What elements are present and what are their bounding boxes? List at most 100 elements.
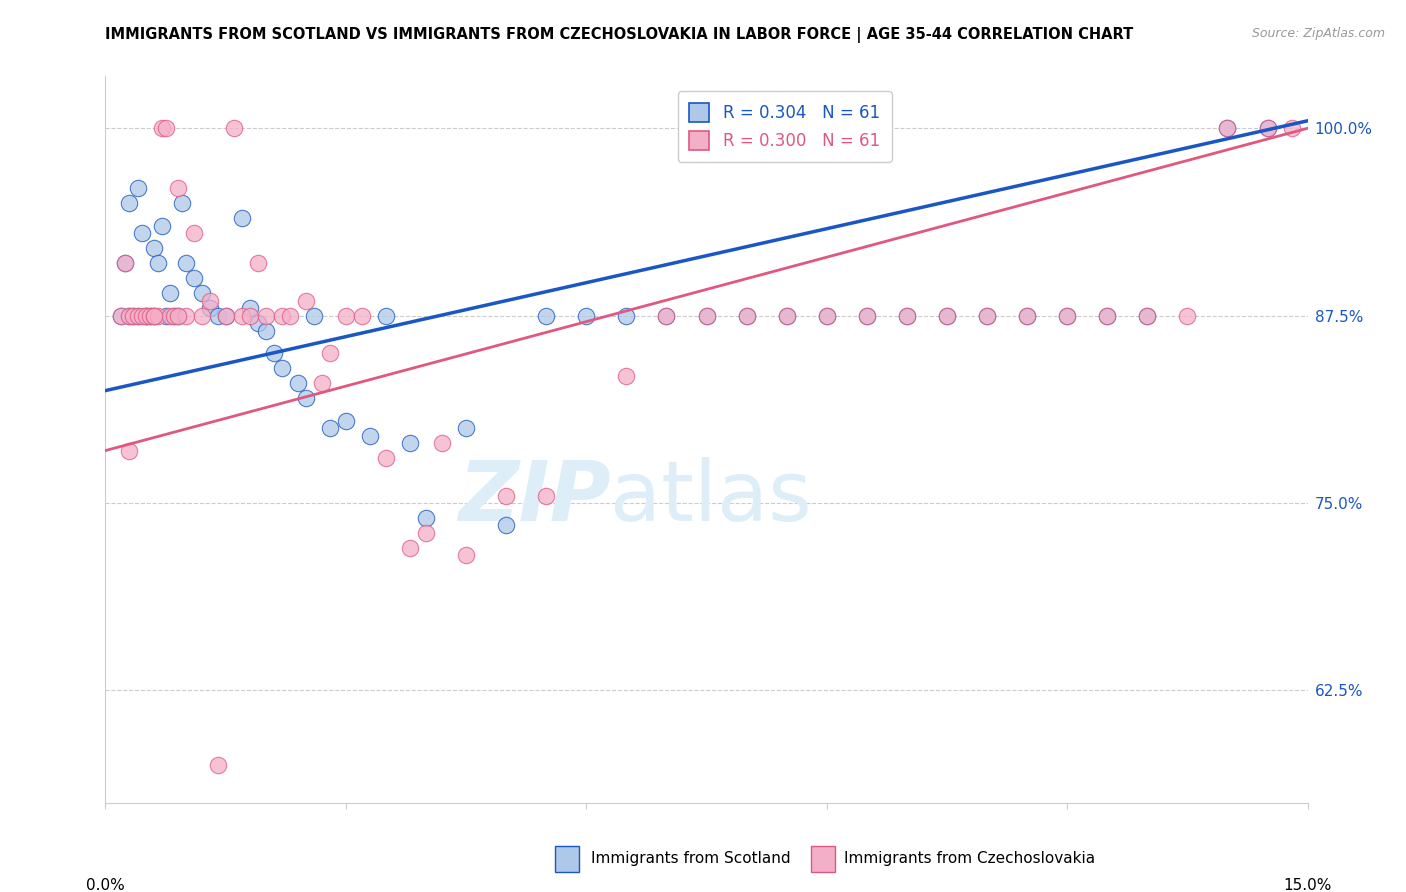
Point (456, 421, 478, 435)
Point (150, 219, 173, 233)
Point (295, 391, 318, 405)
Point (174, 256, 197, 270)
Point (166, 309, 188, 323)
Point (127, 309, 149, 323)
Point (936, 309, 959, 323)
Point (855, 309, 877, 323)
Point (131, 309, 153, 323)
Point (976, 309, 998, 323)
Point (162, 309, 184, 323)
Point (896, 309, 918, 323)
Point (976, 309, 998, 323)
Point (246, 256, 269, 270)
Text: 0.0%: 0.0% (86, 878, 125, 892)
Point (430, 436, 453, 450)
Point (135, 309, 157, 323)
Point (1136, 309, 1159, 323)
Point (246, 316, 269, 330)
Point (456, 549, 478, 563)
Text: ZIP: ZIP (458, 457, 610, 538)
Point (374, 451, 398, 466)
Point (170, 196, 193, 211)
Point (190, 286, 212, 301)
Text: 15.0%: 15.0% (1284, 878, 1331, 892)
Point (122, 309, 145, 323)
Point (534, 489, 557, 503)
Point (616, 368, 638, 383)
Point (655, 309, 678, 323)
Point (254, 309, 277, 323)
Point (198, 293, 221, 308)
Point (1056, 309, 1078, 323)
Point (118, 196, 141, 211)
Point (815, 309, 838, 323)
Point (335, 413, 357, 427)
Point (118, 443, 141, 458)
Point (855, 309, 877, 323)
Point (239, 301, 262, 315)
Point (131, 226, 153, 240)
Point (696, 309, 718, 323)
Point (159, 286, 181, 301)
Point (155, 309, 177, 323)
Point (936, 309, 959, 323)
Point (239, 309, 262, 323)
Point (207, 758, 229, 772)
Text: Immigrants from Czechoslovakia: Immigrants from Czechoslovakia (844, 851, 1095, 865)
Point (1097, 309, 1119, 323)
Point (190, 309, 212, 323)
Point (735, 309, 758, 323)
Point (295, 293, 318, 308)
Point (127, 309, 149, 323)
Text: IMMIGRANTS FROM SCOTLAND VS IMMIGRANTS FROM CZECHOSLOVAKIA IN LABOR FORCE | AGE : IMMIGRANTS FROM SCOTLAND VS IMMIGRANTS F… (105, 27, 1133, 43)
Point (166, 181, 188, 195)
Point (311, 376, 333, 390)
Point (696, 309, 718, 323)
Point (896, 309, 918, 323)
Point (1257, 121, 1279, 136)
Point (183, 226, 205, 240)
Point (110, 309, 132, 323)
Point (155, 121, 177, 136)
Point (735, 309, 758, 323)
Point (399, 436, 422, 450)
Point (1015, 309, 1038, 323)
Point (1056, 309, 1078, 323)
Point (776, 309, 799, 323)
Point (270, 309, 292, 323)
Point (263, 346, 285, 360)
Point (135, 309, 157, 323)
Point (142, 309, 165, 323)
Point (374, 309, 398, 323)
Point (270, 361, 292, 376)
Point (616, 309, 638, 323)
Point (575, 309, 598, 323)
Text: Immigrants from Scotland: Immigrants from Scotland (591, 851, 790, 865)
Point (1136, 309, 1159, 323)
Point (150, 121, 173, 136)
Point (142, 309, 165, 323)
Point (495, 518, 517, 533)
Point (415, 511, 437, 525)
Point (534, 309, 557, 323)
Point (159, 309, 181, 323)
Point (166, 309, 188, 323)
Point (198, 301, 221, 315)
Point (231, 309, 253, 323)
Point (1257, 121, 1279, 136)
Point (207, 309, 229, 323)
Point (138, 309, 160, 323)
Point (655, 309, 678, 323)
Point (118, 309, 141, 323)
Point (415, 526, 437, 541)
Point (142, 241, 165, 255)
Point (135, 309, 157, 323)
Point (359, 428, 381, 442)
Point (118, 309, 141, 323)
Point (146, 309, 169, 323)
Point (1281, 121, 1303, 136)
Point (319, 346, 342, 360)
Text: atlas: atlas (610, 457, 813, 538)
Point (122, 309, 145, 323)
Point (776, 309, 799, 323)
